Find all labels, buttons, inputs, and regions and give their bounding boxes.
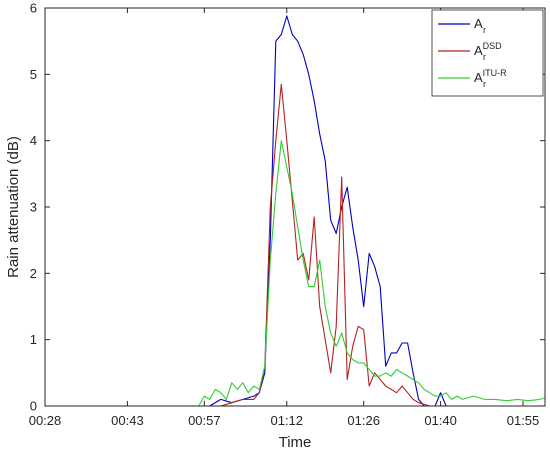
x-tick-label-4: 01:26 xyxy=(347,413,380,428)
legend-label-0: Ar xyxy=(474,16,486,35)
y-tick-label-1: 1 xyxy=(30,332,37,347)
x-tick-label-6: 01:55 xyxy=(507,413,540,428)
x-tick-label-5: 01:40 xyxy=(424,413,457,428)
x-axis-ticks: 00:28 00:43 00:57 01:12 01:26 01:40 01:55 xyxy=(29,8,540,428)
x-tick-label-2: 00:57 xyxy=(188,413,221,428)
legend-label-1: ADSD r xyxy=(474,41,502,62)
y-axis-ticks: 0 1 2 3 4 5 6 xyxy=(30,1,545,414)
y-tick-label-3: 3 xyxy=(30,200,37,215)
x-tick-label-3: 01:12 xyxy=(270,413,303,428)
legend-box xyxy=(431,9,544,97)
y-tick-label-4: 4 xyxy=(30,133,37,148)
y-tick-label-2: 2 xyxy=(30,266,37,281)
x-tick-label-0: 00:28 xyxy=(29,413,62,428)
series-line-2 xyxy=(45,140,546,407)
legend-label-2: AITU-R r xyxy=(474,68,507,89)
y-tick-label-6: 6 xyxy=(30,1,37,16)
x-tick-label-1: 00:43 xyxy=(111,413,144,428)
y-tick-label-0: 0 xyxy=(30,399,37,414)
y-tick-label-5: 5 xyxy=(30,67,37,82)
y-axis-title: Rain attenuation (dB) xyxy=(5,136,22,278)
x-axis-title: Time xyxy=(279,434,312,451)
series-line-0 xyxy=(45,15,545,407)
series-layer xyxy=(45,15,546,407)
legend: Ar ADSD r AITU-R r xyxy=(431,9,544,97)
